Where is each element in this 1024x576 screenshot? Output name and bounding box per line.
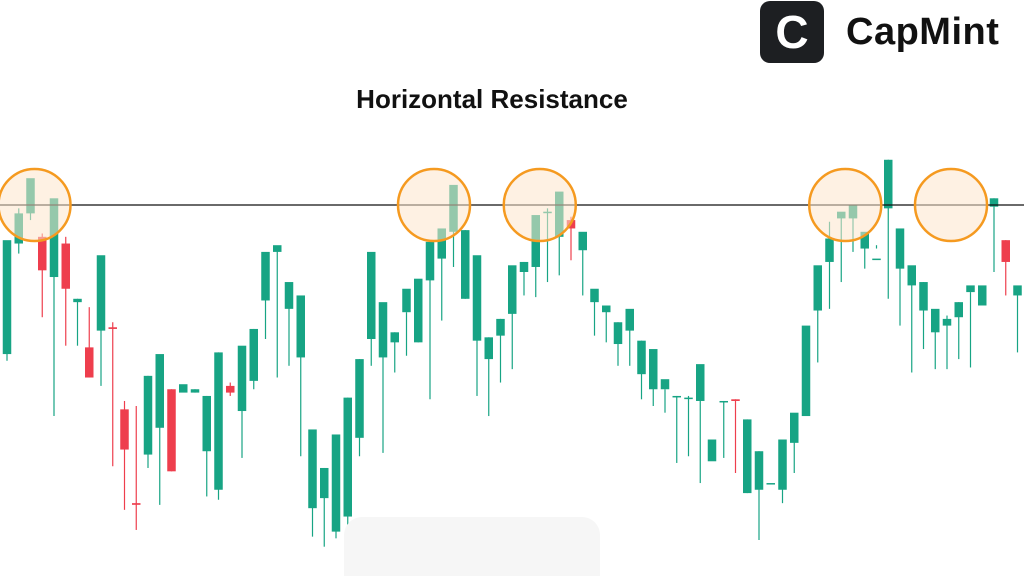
resistance-touch-marker xyxy=(502,167,577,243)
candle-body xyxy=(872,258,881,261)
candle-body xyxy=(355,359,364,438)
candle-body xyxy=(602,305,611,313)
candle-body xyxy=(696,364,705,401)
candle-body xyxy=(790,412,799,443)
candle-body xyxy=(895,228,905,269)
candle-body xyxy=(766,483,775,485)
candle-body xyxy=(496,318,505,336)
candle-body xyxy=(989,198,999,207)
candle-body xyxy=(390,332,399,343)
candle-body xyxy=(825,238,834,262)
candle-body xyxy=(402,288,411,313)
resistance-touch-marker xyxy=(0,167,72,243)
candle-body xyxy=(590,288,599,303)
candle-body xyxy=(308,429,317,509)
candle-body xyxy=(343,397,352,517)
candle-body xyxy=(190,389,200,393)
candle-body xyxy=(625,308,634,331)
candle-body xyxy=(637,340,646,375)
candle-body xyxy=(754,451,764,490)
candle-body xyxy=(85,347,94,378)
candle-body xyxy=(202,395,211,452)
candle-body xyxy=(508,265,517,314)
candle-body xyxy=(73,298,82,303)
candle-body xyxy=(649,349,658,390)
candle-body xyxy=(461,230,470,299)
candle-body xyxy=(284,282,294,309)
candle-body xyxy=(778,439,787,490)
candle-body xyxy=(919,282,928,311)
candle-body xyxy=(731,399,740,401)
candle-body xyxy=(1013,285,1022,296)
candle-body xyxy=(132,503,141,505)
candle-body xyxy=(61,243,70,289)
candle-body xyxy=(519,261,529,272)
candle-body xyxy=(2,240,12,355)
candle-body xyxy=(707,439,717,462)
candle-body xyxy=(860,231,869,249)
candle-body xyxy=(96,255,106,331)
candle-body xyxy=(437,228,446,259)
candle-body xyxy=(719,400,728,403)
candle-body xyxy=(120,409,129,450)
candle-body xyxy=(249,328,258,381)
candle-body xyxy=(684,397,693,400)
candle-body xyxy=(167,389,176,472)
candle-body xyxy=(296,295,305,358)
candle-body xyxy=(472,255,482,341)
brand-name: CapMint xyxy=(846,10,1000,53)
candle-body xyxy=(214,352,223,490)
candle-body xyxy=(613,322,623,345)
candle-body xyxy=(966,285,975,293)
candle-body xyxy=(743,419,752,494)
chart-title: Horizontal Resistance xyxy=(356,84,628,114)
brand: C CapMint xyxy=(760,0,999,64)
candle-body xyxy=(954,302,963,318)
candle-body xyxy=(143,375,153,455)
candle-body xyxy=(331,434,341,532)
candle-body xyxy=(672,395,681,398)
candle-body xyxy=(367,251,376,339)
candle-body xyxy=(378,302,388,358)
candle-body xyxy=(801,325,811,417)
candle-body xyxy=(414,278,423,343)
candle-body xyxy=(884,159,893,209)
candle-body xyxy=(49,198,59,278)
candle-body xyxy=(261,251,270,301)
candle-body xyxy=(179,384,188,393)
candle-body xyxy=(660,379,670,390)
candle-body xyxy=(108,327,117,329)
candle-body xyxy=(931,308,940,333)
capmint-logo-icon: C xyxy=(760,1,824,63)
candle-body xyxy=(38,236,47,271)
resistance-touch-marker xyxy=(396,167,472,243)
candle-body xyxy=(425,241,435,281)
resistance-touch-marker xyxy=(808,167,883,243)
candle-body xyxy=(155,354,164,428)
bottom-card xyxy=(344,517,600,576)
candle-body xyxy=(237,345,247,412)
candle-body xyxy=(484,337,493,360)
candle-body xyxy=(273,245,282,252)
candle-body xyxy=(978,285,987,306)
candle-body xyxy=(226,385,235,393)
candle-body xyxy=(1001,240,1010,262)
candle-body xyxy=(907,265,916,286)
candle-body xyxy=(942,318,952,326)
candle-body xyxy=(813,265,822,311)
resistance-touch-marker xyxy=(913,167,989,243)
candle-body xyxy=(578,231,587,251)
candle-body xyxy=(320,467,329,499)
